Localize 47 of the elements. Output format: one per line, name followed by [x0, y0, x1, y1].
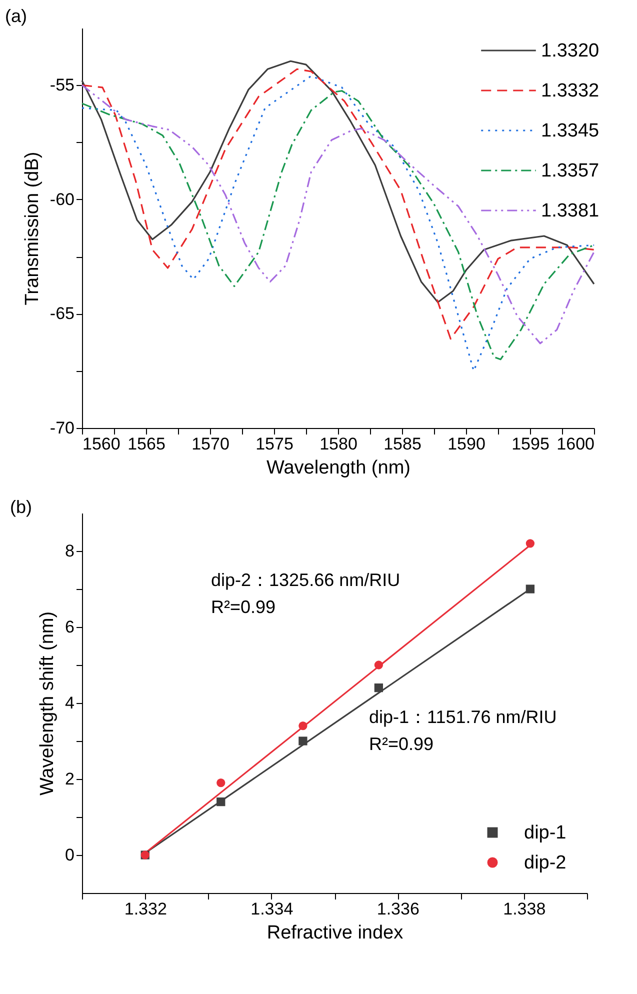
annotation: dip-1：1151.76 nm/RIU [369, 707, 557, 727]
x-tick-label: 1570 [192, 434, 230, 454]
chart-title: (b) [10, 497, 32, 517]
point [216, 797, 226, 806]
y-tick-label: 8 [65, 542, 74, 560]
x-tick-label: 1565 [128, 434, 166, 454]
x-tick-label: 1.332 [124, 900, 167, 918]
x-axis-title: Wavelength (nm) [266, 458, 410, 478]
point [374, 683, 384, 692]
annotation: R²=0.99 [369, 734, 434, 754]
x-tick-label: 1560 [82, 434, 120, 454]
y-tick-label: -60 [50, 190, 74, 209]
x-tick-label: 1590 [448, 434, 486, 454]
y-tick-label: 6 [65, 618, 74, 636]
legend-label: dip-1 [524, 822, 566, 844]
annotation: R²=0.99 [211, 597, 276, 617]
legend-label: 1.3320 [541, 40, 600, 62]
y-axis-title: Transmission (dB) [22, 152, 43, 306]
y-tick-label: 4 [65, 694, 74, 712]
y-tick-label: 0 [65, 846, 74, 864]
point [526, 584, 535, 594]
legend-label: 1.3357 [541, 160, 600, 182]
x-axis-title: Refractive index [266, 922, 404, 944]
chart-title: (a) [5, 6, 27, 26]
legend-label: 1.3332 [541, 80, 600, 102]
x-tick-label: 1580 [320, 434, 358, 454]
y-tick-label: 2 [65, 770, 74, 788]
x-tick-label: 1.334 [250, 900, 294, 918]
y-tick-label: -70 [50, 418, 74, 438]
x-tick-label: 1585 [384, 434, 422, 454]
point [526, 539, 535, 548]
x-tick-label: 1.336 [376, 900, 420, 918]
legend-label: 1.3381 [541, 200, 600, 222]
point [216, 778, 226, 788]
point [374, 660, 384, 670]
y-tick-label: -65 [50, 304, 74, 324]
point [298, 721, 308, 730]
annotation: dip-2：1325.66 nm/RIU [211, 570, 400, 590]
x-tick-label: 1.338 [503, 900, 546, 918]
x-tick-label: 1575 [256, 434, 294, 454]
x-tick-label: 1595 [512, 434, 550, 454]
point [298, 736, 308, 746]
legend-label: dip-2 [524, 852, 566, 874]
y-tick-label: -55 [50, 76, 74, 95]
legend-label: 1.3345 [541, 120, 600, 142]
x-tick-label: 1600 [556, 434, 594, 454]
y-axis-title: Wavelength shift (nm) [37, 611, 58, 796]
